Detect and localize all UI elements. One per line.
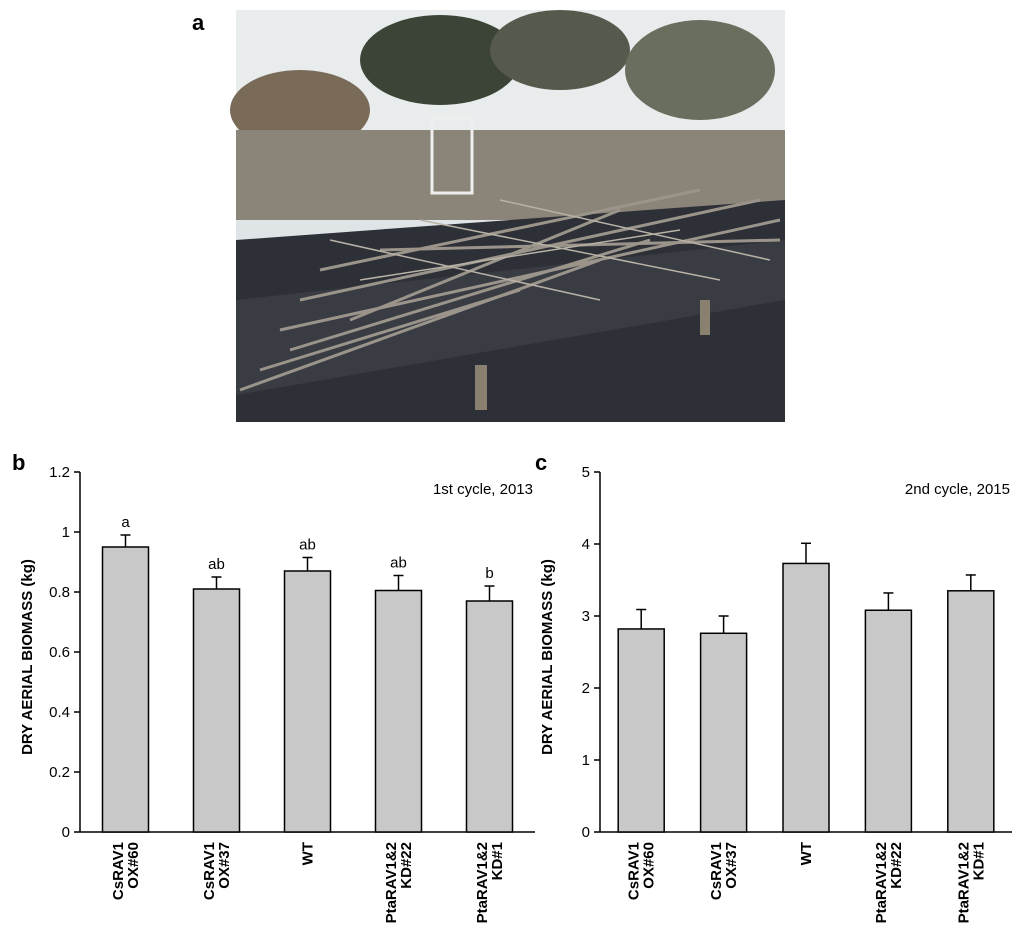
x-tick-label: CsRAV1OX#37 [708,842,740,900]
significance-label: b [485,565,493,582]
y-tick-label: 0 [62,824,70,841]
y-axis-label: DRY AERIAL BIOMASS (kg) [19,559,36,755]
bar [376,591,422,833]
y-tick-label: 0.2 [49,764,70,781]
subtitle: 2nd cycle, 2015 [905,481,1010,498]
significance-label: ab [390,555,407,572]
y-tick-label: 0.6 [49,644,70,661]
significance-label: ab [299,537,316,554]
y-tick-label: 0 [582,824,590,841]
x-tick-label: PtaRAV1&2KD#1 [474,842,506,923]
y-tick-label: 5 [582,464,590,481]
significance-label: ab [208,556,225,573]
bar [285,571,331,832]
bar [194,589,240,832]
bar [865,610,911,832]
y-tick-label: 0.4 [49,704,70,721]
panel-label: a [192,10,205,35]
subtitle: 1st cycle, 2013 [433,481,533,498]
y-tick-label: 1 [582,752,590,769]
bar [467,601,513,832]
x-tick-label: WT [798,842,815,865]
x-tick-label: WT [300,842,317,865]
x-tick-label: PtaRAV1&2KD#22 [383,842,415,923]
bar [948,591,994,832]
figure: a b 1st cycle, 2013 DRY AERIAL BIOMASS (kg… [0,0,1031,946]
panel-label: b [12,450,25,475]
panel-label: c [535,450,547,475]
x-tick-label: CsRAV1OX#60 [626,842,658,900]
photo [230,10,785,422]
x-tick-label: PtaRAV1&2KD#22 [873,842,905,923]
bar [701,633,747,832]
y-tick-label: 1 [62,524,70,541]
y-tick-label: 2 [582,680,590,697]
y-tick-label: 3 [582,608,590,625]
x-tick-label: CsRAV1OX#37 [201,842,233,900]
y-axis-label: DRY AERIAL BIOMASS (kg) [539,559,556,755]
significance-label: a [121,514,130,531]
y-tick-label: 4 [582,536,590,553]
bar [103,547,149,832]
x-tick-label: CsRAV1OX#60 [110,842,142,900]
bar [783,563,829,832]
bar [618,629,664,832]
x-tick-label: PtaRAV1&2KD#1 [955,842,987,923]
y-tick-label: 1.2 [49,464,70,481]
y-tick-label: 0.8 [49,584,70,601]
